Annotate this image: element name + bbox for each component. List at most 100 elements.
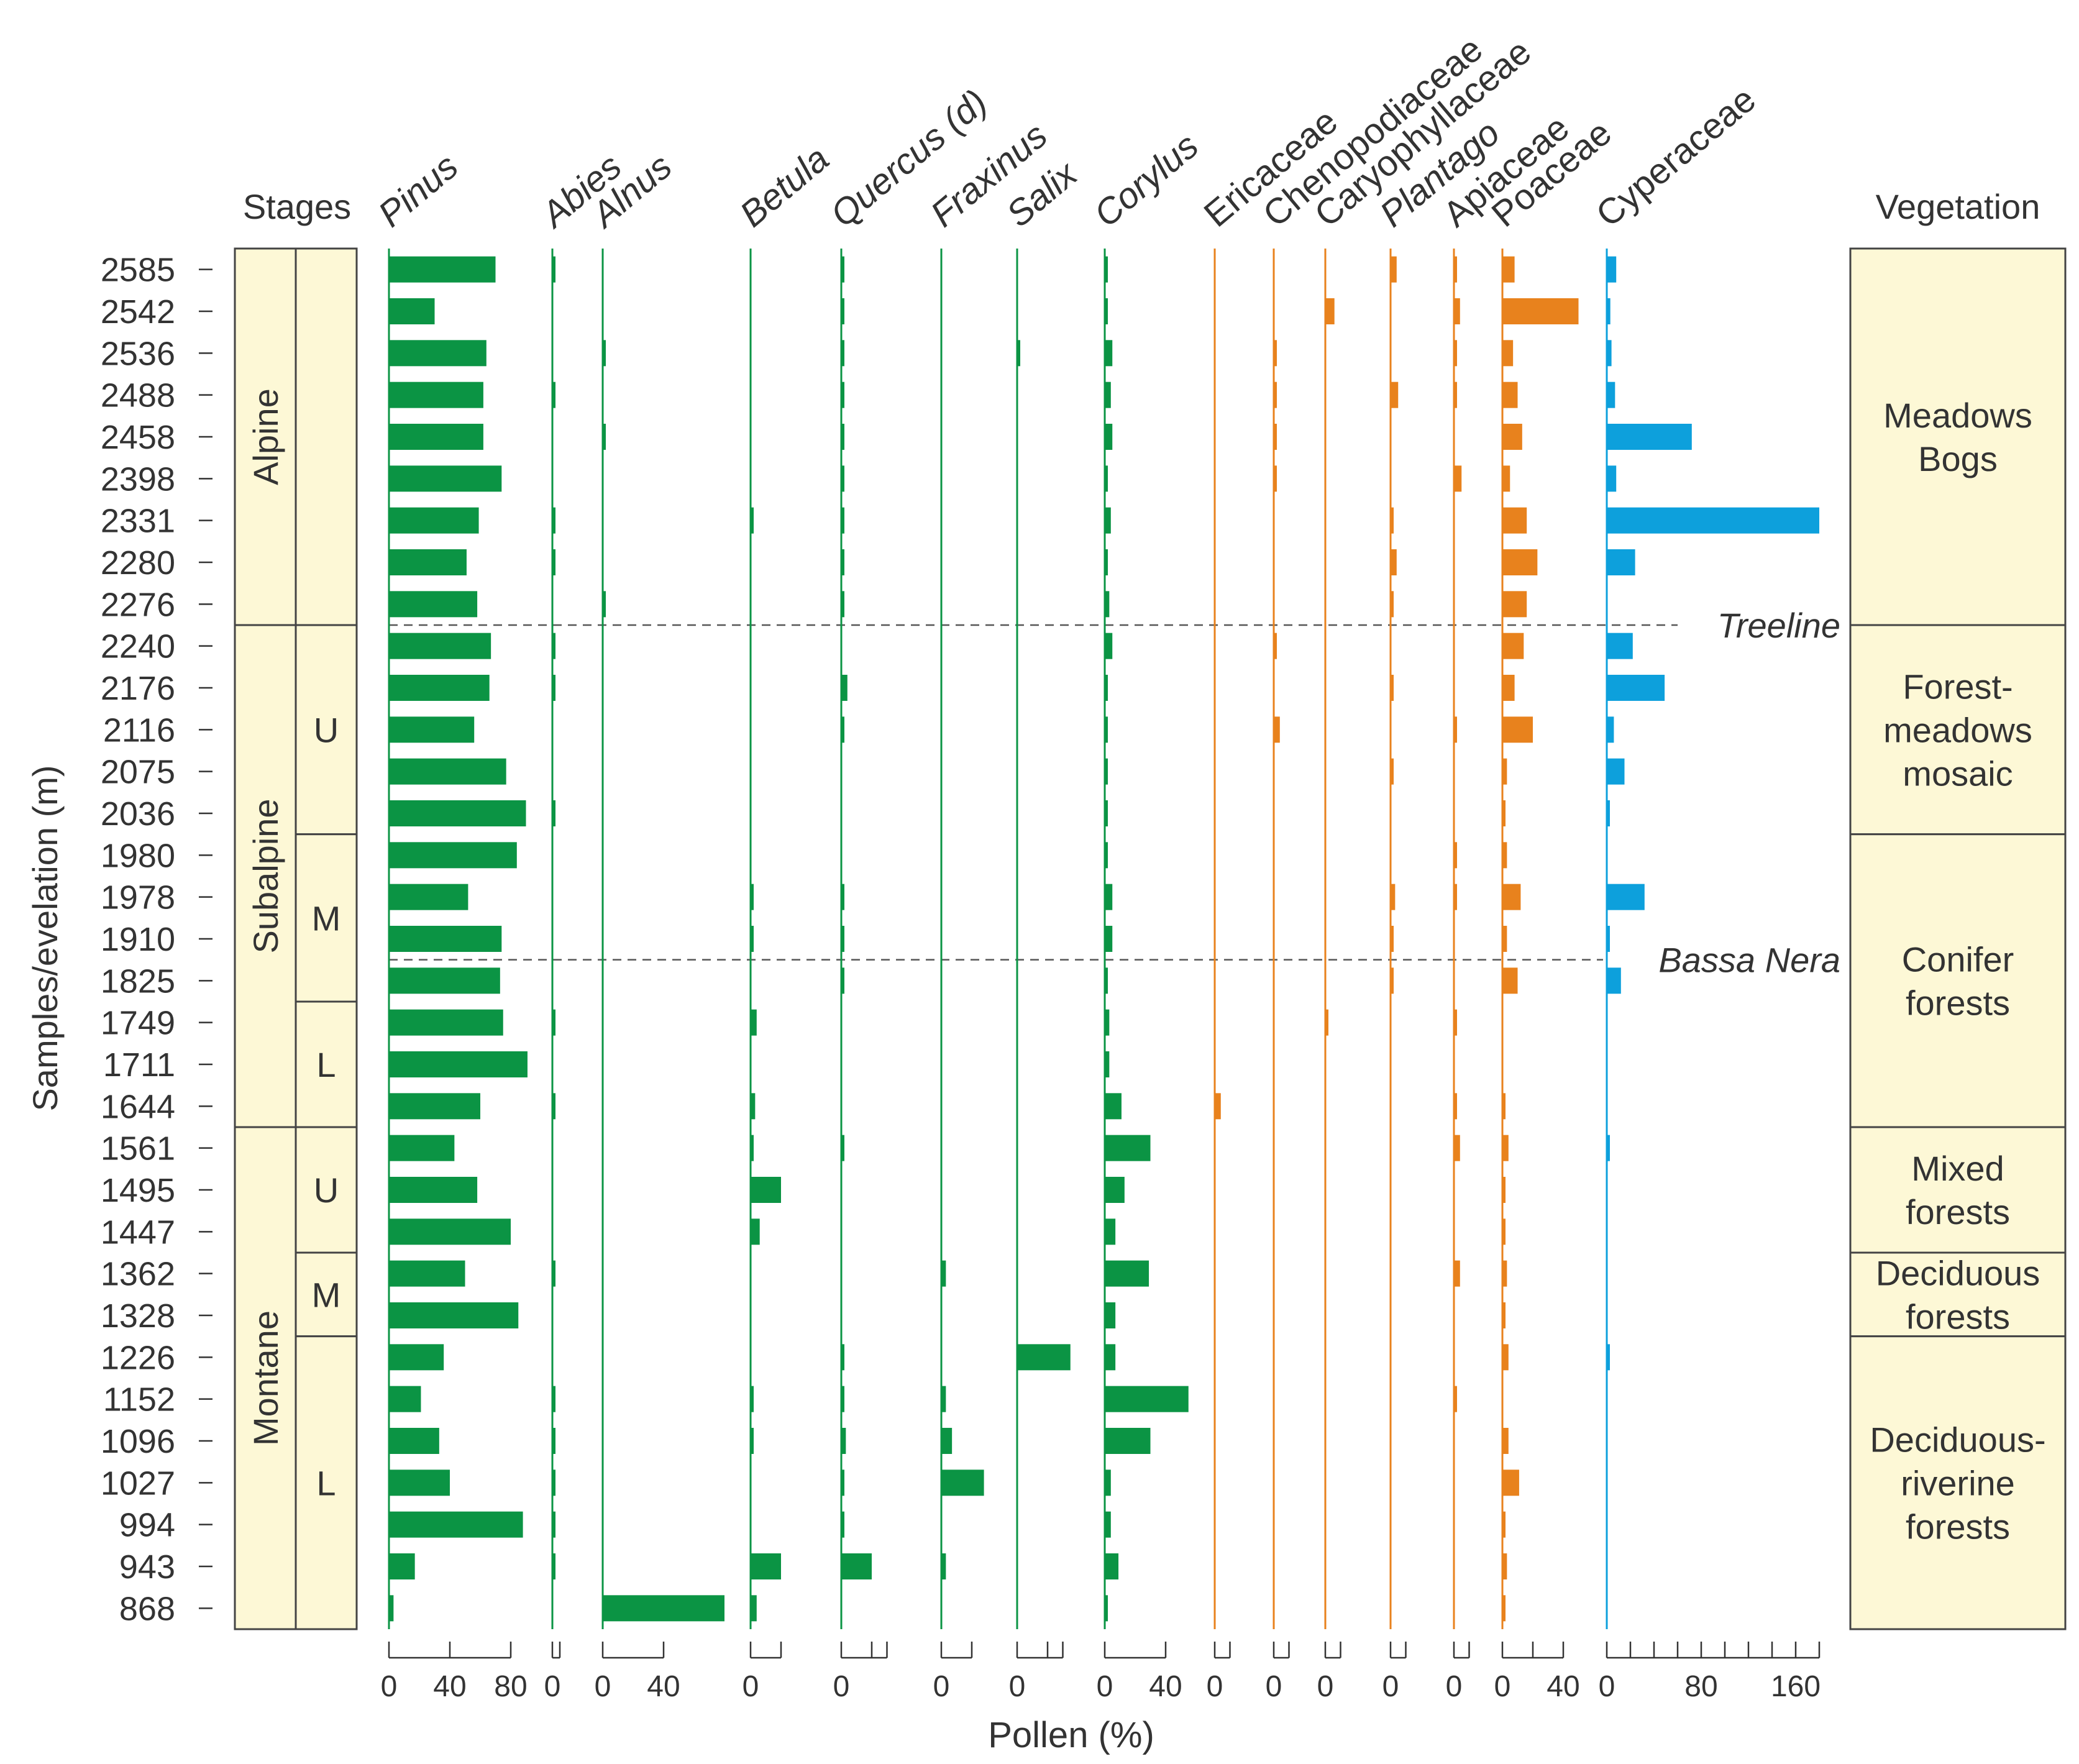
bar-chenopodiaceae — [1274, 465, 1277, 492]
bar-alnus — [603, 340, 606, 367]
sample-label: 994 — [119, 1507, 175, 1544]
bar-poaceae — [1502, 549, 1538, 575]
bar-pinus — [389, 967, 500, 994]
stage-box — [234, 1126, 297, 1630]
vegetation-label: forests — [1906, 1507, 2010, 1546]
reference-label-treeline: Treeline — [1717, 606, 1840, 645]
bar-plantago — [1391, 591, 1394, 618]
bar-corylus — [1105, 716, 1108, 743]
bar-corylus — [1105, 1469, 1111, 1496]
taxon-label-pinus: Pinus — [371, 146, 466, 235]
bar-pinus — [389, 758, 506, 785]
bar-corylus — [1105, 1135, 1151, 1161]
bar-quercus-d — [841, 1553, 872, 1579]
bar-abies — [552, 1469, 555, 1496]
bar-poaceae — [1502, 256, 1515, 283]
vegetation-label: meadows — [1883, 710, 2032, 749]
taxon-label-corylus: Corylus — [1087, 126, 1206, 235]
bar-quercus-d — [841, 256, 844, 283]
bar-quercus-d — [841, 298, 844, 324]
bar-corylus — [1105, 758, 1108, 785]
bar-betula — [751, 1386, 754, 1412]
bar-pinus — [389, 549, 467, 575]
bar-pinus — [389, 1428, 439, 1454]
bar-cyperaceae — [1607, 758, 1625, 785]
sample-label: 2116 — [103, 711, 175, 749]
bar-betula — [751, 1428, 754, 1454]
bar-corylus — [1105, 256, 1108, 283]
sample-label: 2542 — [101, 293, 175, 331]
bar-cyperaceae — [1607, 967, 1621, 994]
bar-pinus — [389, 340, 487, 367]
bar-quercus-d — [841, 591, 844, 618]
bar-betula — [751, 507, 754, 534]
bar-corylus — [1105, 340, 1113, 367]
bar-pinus — [389, 1218, 511, 1245]
x-tick-label-cyperaceae: 160 — [1771, 1670, 1821, 1703]
x-axis-label: Pollen (%) — [988, 1715, 1154, 1755]
bar-corylus — [1105, 1511, 1111, 1538]
x-tick-label-ericaceae: 0 — [1207, 1670, 1223, 1703]
sample-label: 1980 — [101, 837, 175, 874]
bar-corylus — [1105, 800, 1108, 826]
bar-plantago — [1391, 758, 1394, 785]
bar-poaceae — [1502, 591, 1527, 618]
bar-betula — [751, 1595, 757, 1622]
vegetation-label: Conifer — [1902, 939, 2014, 979]
stages-header: Stages — [243, 187, 351, 226]
bar-apiaceae — [1454, 1009, 1457, 1036]
bar-corylus — [1105, 842, 1108, 869]
bar-corylus — [1105, 967, 1108, 994]
x-tick-label-caryophyllaceae: 0 — [1317, 1670, 1334, 1703]
bar-corylus — [1105, 591, 1110, 618]
bar-betula — [751, 1218, 760, 1245]
bar-pinus — [389, 1511, 523, 1538]
substage-box — [295, 1000, 358, 1128]
vegetation-label: Mixed — [1911, 1149, 2004, 1188]
bar-abies — [552, 800, 555, 826]
substage-label-m: M — [312, 1275, 341, 1314]
substage-label-u: U — [314, 1171, 339, 1210]
bar-chenopodiaceae — [1274, 382, 1277, 408]
bar-pinus — [389, 382, 483, 408]
bar-apiaceae — [1454, 1386, 1457, 1412]
x-tick-label-alnus: 0 — [595, 1670, 611, 1703]
bar-quercus-d — [841, 1344, 844, 1371]
bar-poaceae — [1502, 675, 1515, 701]
bar-quercus-d — [841, 1511, 844, 1538]
bar-poaceae — [1502, 1428, 1509, 1454]
bar-poaceae — [1502, 1595, 1506, 1622]
bar-cyperaceae — [1607, 1135, 1610, 1161]
bar-poaceae — [1502, 1218, 1506, 1245]
substage-box — [295, 1251, 358, 1338]
bar-cyperaceae — [1607, 424, 1692, 450]
bar-betula — [751, 1093, 756, 1120]
bar-poaceae — [1502, 1135, 1509, 1161]
bar-pinus — [389, 800, 526, 826]
x-tick-label-poaceae: 40 — [1547, 1670, 1579, 1703]
bar-abies — [552, 675, 555, 701]
bar-apiaceae — [1454, 716, 1457, 743]
bar-pinus — [389, 1344, 444, 1371]
vegetation-label: Bogs — [1918, 439, 1998, 478]
bar-poaceae — [1502, 1302, 1506, 1328]
bar-poaceae — [1502, 1469, 1519, 1496]
bar-quercus-d — [841, 424, 844, 450]
x-tick-label-salix: 0 — [1009, 1670, 1026, 1703]
stage-label-alpine: Alpine — [246, 388, 285, 485]
bar-pinus — [389, 1553, 415, 1579]
bar-corylus — [1105, 1093, 1122, 1120]
bar-cyperaceae — [1607, 675, 1665, 701]
substage-label-m: M — [312, 898, 341, 938]
bar-caryophyllaceae — [1325, 1009, 1328, 1036]
bar-corylus — [1105, 1302, 1116, 1328]
bar-apiaceae — [1454, 842, 1457, 869]
bar-betula — [751, 926, 754, 952]
sample-label: 2176 — [101, 670, 175, 707]
bar-pinus — [389, 716, 475, 743]
bar-cyperaceae — [1607, 716, 1614, 743]
bar-poaceae — [1502, 1260, 1507, 1287]
vegetation-box — [1849, 1126, 2067, 1254]
sample-label: 2488 — [101, 377, 175, 414]
bar-poaceae — [1502, 340, 1514, 367]
